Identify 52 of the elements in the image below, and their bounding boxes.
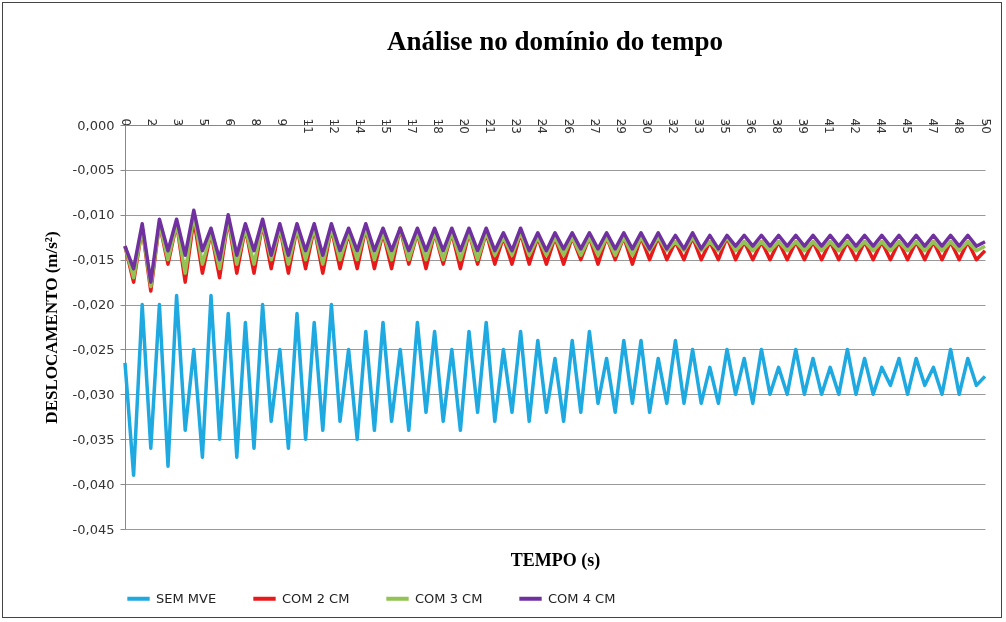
x-axis-title: TEMPO (s) <box>510 549 601 571</box>
x-tick-label: 8 <box>248 118 263 127</box>
x-tick-label: 30 <box>639 118 654 134</box>
x-tick-label: 26 <box>561 118 576 134</box>
x-tick-label: 5 <box>196 118 211 127</box>
y-axis-title: DESLOCAMENTO (m/s²) <box>41 231 61 424</box>
x-tick-label: 38 <box>770 118 785 134</box>
legend-label: COM 2 CM <box>282 590 350 606</box>
x-tick-label: 29 <box>613 118 628 134</box>
x-tick-label: 36 <box>743 118 758 134</box>
legend-label: COM 3 CM <box>415 590 483 606</box>
y-tick-label: -0,045 <box>72 521 115 537</box>
y-tick-label: -0,005 <box>72 162 115 178</box>
x-tick-label: 45 <box>900 118 915 134</box>
x-tick-label: 0 <box>118 118 133 127</box>
x-tick-label: 35 <box>717 118 732 134</box>
x-tick-label: 14 <box>353 118 368 134</box>
x-tick-label: 42 <box>848 118 863 134</box>
x-tick-label: 33 <box>691 118 706 134</box>
x-tick-label: 15 <box>379 118 394 134</box>
x-tick-label: 12 <box>326 118 341 134</box>
x-tick-label: 6 <box>222 118 237 127</box>
legend-label: COM 4 CM <box>548 590 616 606</box>
x-tick-label: 44 <box>874 118 889 134</box>
x-tick-label: 50 <box>978 118 993 134</box>
x-tick-label: 17 <box>405 118 420 134</box>
x-tick-label: 24 <box>535 118 550 134</box>
x-tick-label: 27 <box>587 118 602 134</box>
x-tick-label: 20 <box>457 118 472 134</box>
x-tick-label: 11 <box>300 118 315 134</box>
y-tick-label: -0,015 <box>72 252 115 268</box>
y-tick-label: -0,020 <box>72 297 115 313</box>
legend-label: SEM MVE <box>156 590 217 606</box>
x-tick-label: 3 <box>170 118 185 127</box>
x-tick-label: 21 <box>483 118 498 134</box>
x-tick-label: 23 <box>509 118 524 134</box>
x-tick-label: 41 <box>822 118 837 134</box>
x-tick-label: 48 <box>952 118 967 134</box>
x-tick-label: 2 <box>144 118 159 127</box>
chart-title: Análise no domínio do tempo <box>386 26 724 56</box>
y-tick-label: 0,000 <box>77 117 115 133</box>
x-tick-label: 9 <box>274 118 289 127</box>
y-tick-label: -0,030 <box>72 386 115 402</box>
line-series <box>123 293 987 477</box>
x-tick-label: 39 <box>796 118 811 134</box>
y-tick-label: -0,035 <box>72 431 115 447</box>
y-tick-label: -0,040 <box>72 476 115 492</box>
y-tick-label: -0,025 <box>72 341 115 357</box>
x-tick-label: 47 <box>926 118 941 134</box>
x-tick-label: 32 <box>665 118 680 134</box>
y-tick-label: -0,010 <box>72 207 115 223</box>
x-tick-label: 18 <box>431 118 446 134</box>
